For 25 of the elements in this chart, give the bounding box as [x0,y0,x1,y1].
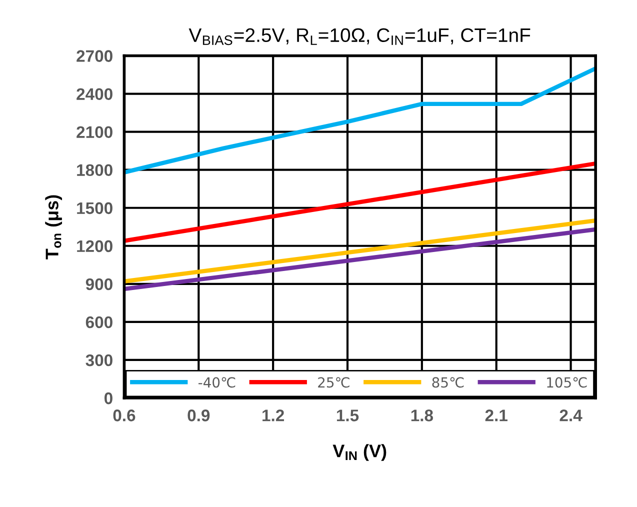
legend-label: 85℃ [432,377,464,388]
y-tick-label: 2400 [76,88,112,100]
y-tick-label: 2100 [76,126,112,138]
legend-label: -40℃ [198,377,236,388]
y-tick-label: 900 [86,278,112,290]
chart-title: V$_{BIAS}$=2.5V, R$_{L}$=10Ω, C$_{IN}$=1uF, CT=1nF [188,28,530,46]
x-tick-label: 1.8 [411,410,434,422]
y-tick-label: 1200 [77,240,112,252]
x-tick-label: 2.1 [485,410,508,422]
y-tick-label: 300 [86,354,112,366]
x-tick-label: 1.2 [262,410,284,422]
x-tick-label: 1.5 [336,410,359,422]
legend-label: 105℃ [547,377,587,388]
y-tick-label: 0 [104,392,112,404]
x-tick-label: 0.6 [113,410,136,422]
y-tick-label: 1500 [77,202,112,214]
y-tick-label: 600 [86,316,112,328]
y-tick-label: 1800 [77,164,112,176]
y-axis-title: T$_{on}$ (μs) [45,195,62,260]
x-tick-label: 2.4 [560,410,582,422]
line-series [124,66,596,174]
x-tick-label: 0.9 [188,410,210,422]
legend-label: 25℃ [318,377,350,388]
y-tick-label: 2700 [76,50,112,62]
x-axis-title: V$_{IN}$ (V) [332,444,386,461]
